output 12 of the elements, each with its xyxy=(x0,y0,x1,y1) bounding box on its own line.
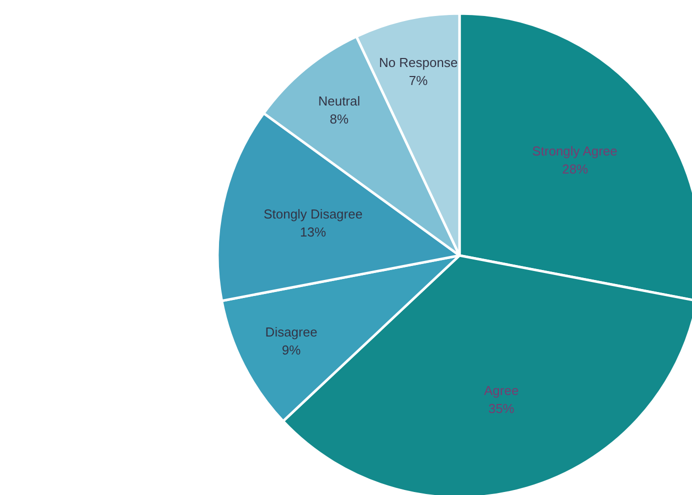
data-label: 28% xyxy=(562,161,589,176)
slice-label: Disagree xyxy=(265,324,318,340)
data-label: 7% xyxy=(408,72,428,88)
data-label: 9% xyxy=(282,342,302,358)
data-label: 13% xyxy=(300,224,327,240)
slice-label: Neutral xyxy=(318,94,360,109)
slice-label: No Response xyxy=(378,54,458,70)
data-label: 8% xyxy=(330,112,350,127)
slice-label: Stongly Disagree xyxy=(264,206,363,222)
slice-label: Agree xyxy=(484,383,519,398)
data-label: 35% xyxy=(488,401,515,416)
slice-label: Strongly Agree xyxy=(532,143,618,158)
